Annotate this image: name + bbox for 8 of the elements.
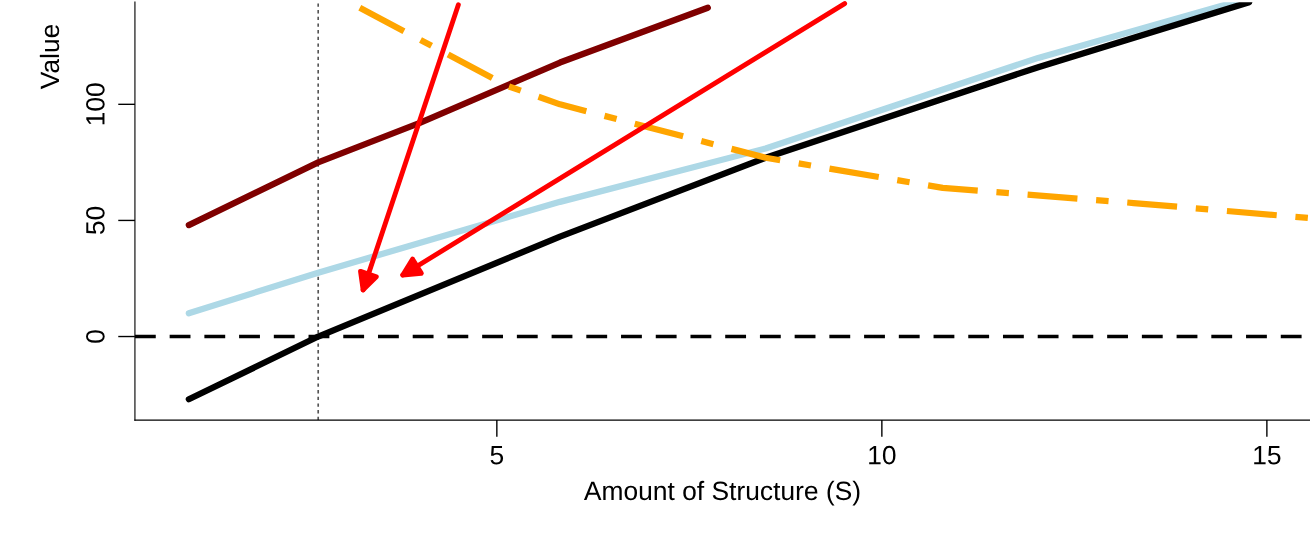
y-axis-title: Value — [39, 24, 60, 90]
y-tick-label: 0 — [86, 330, 105, 343]
x-axis-title: Amount of Structure (S) — [583, 480, 860, 506]
x-tick-label: 15 — [1254, 446, 1281, 465]
y-tick-label: 100 — [86, 83, 105, 125]
x-tick-label: 10 — [869, 445, 896, 465]
y-tick-label: 50 — [86, 206, 105, 235]
x-tick-label: 5 — [490, 446, 504, 465]
